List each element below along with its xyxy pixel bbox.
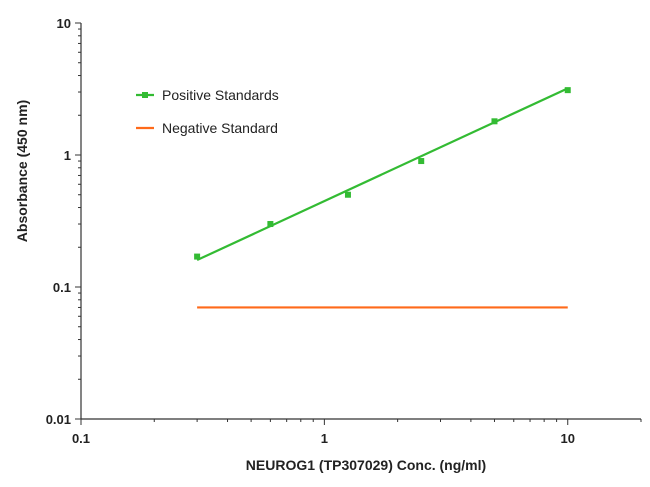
y-tick-label: 1 — [64, 148, 71, 163]
data-point — [418, 158, 425, 165]
x-tick-label: 10 — [561, 431, 575, 446]
legend-label: Positive Standards — [162, 87, 279, 103]
legend-item-1: Negative Standard — [136, 120, 278, 136]
data-point — [344, 191, 351, 198]
data-point — [267, 221, 274, 228]
y-tick-label: 0.01 — [46, 412, 71, 427]
legend-swatch-marker — [142, 92, 148, 98]
x-tick-label: 1 — [321, 431, 328, 446]
data-point — [194, 253, 201, 260]
series-layer — [194, 87, 571, 309]
data-point — [564, 87, 571, 94]
y-tick-label: 10 — [57, 16, 71, 31]
y-tick-label: 0.1 — [53, 280, 71, 295]
fit-line — [196, 87, 569, 262]
y-axis-title: Absorbance (450 nm) — [14, 100, 30, 242]
legend-label: Negative Standard — [162, 120, 278, 136]
legend-item-0: Positive Standards — [136, 87, 279, 103]
axes — [80, 23, 641, 420]
series-0 — [194, 87, 571, 262]
x-tick-label: 0.1 — [72, 431, 90, 446]
x-axis-title: NEUROG1 (TP307029) Conc. (ng/ml) — [246, 457, 486, 473]
data-point — [491, 118, 498, 125]
legend: Positive Standards Negative Standard — [136, 87, 279, 136]
